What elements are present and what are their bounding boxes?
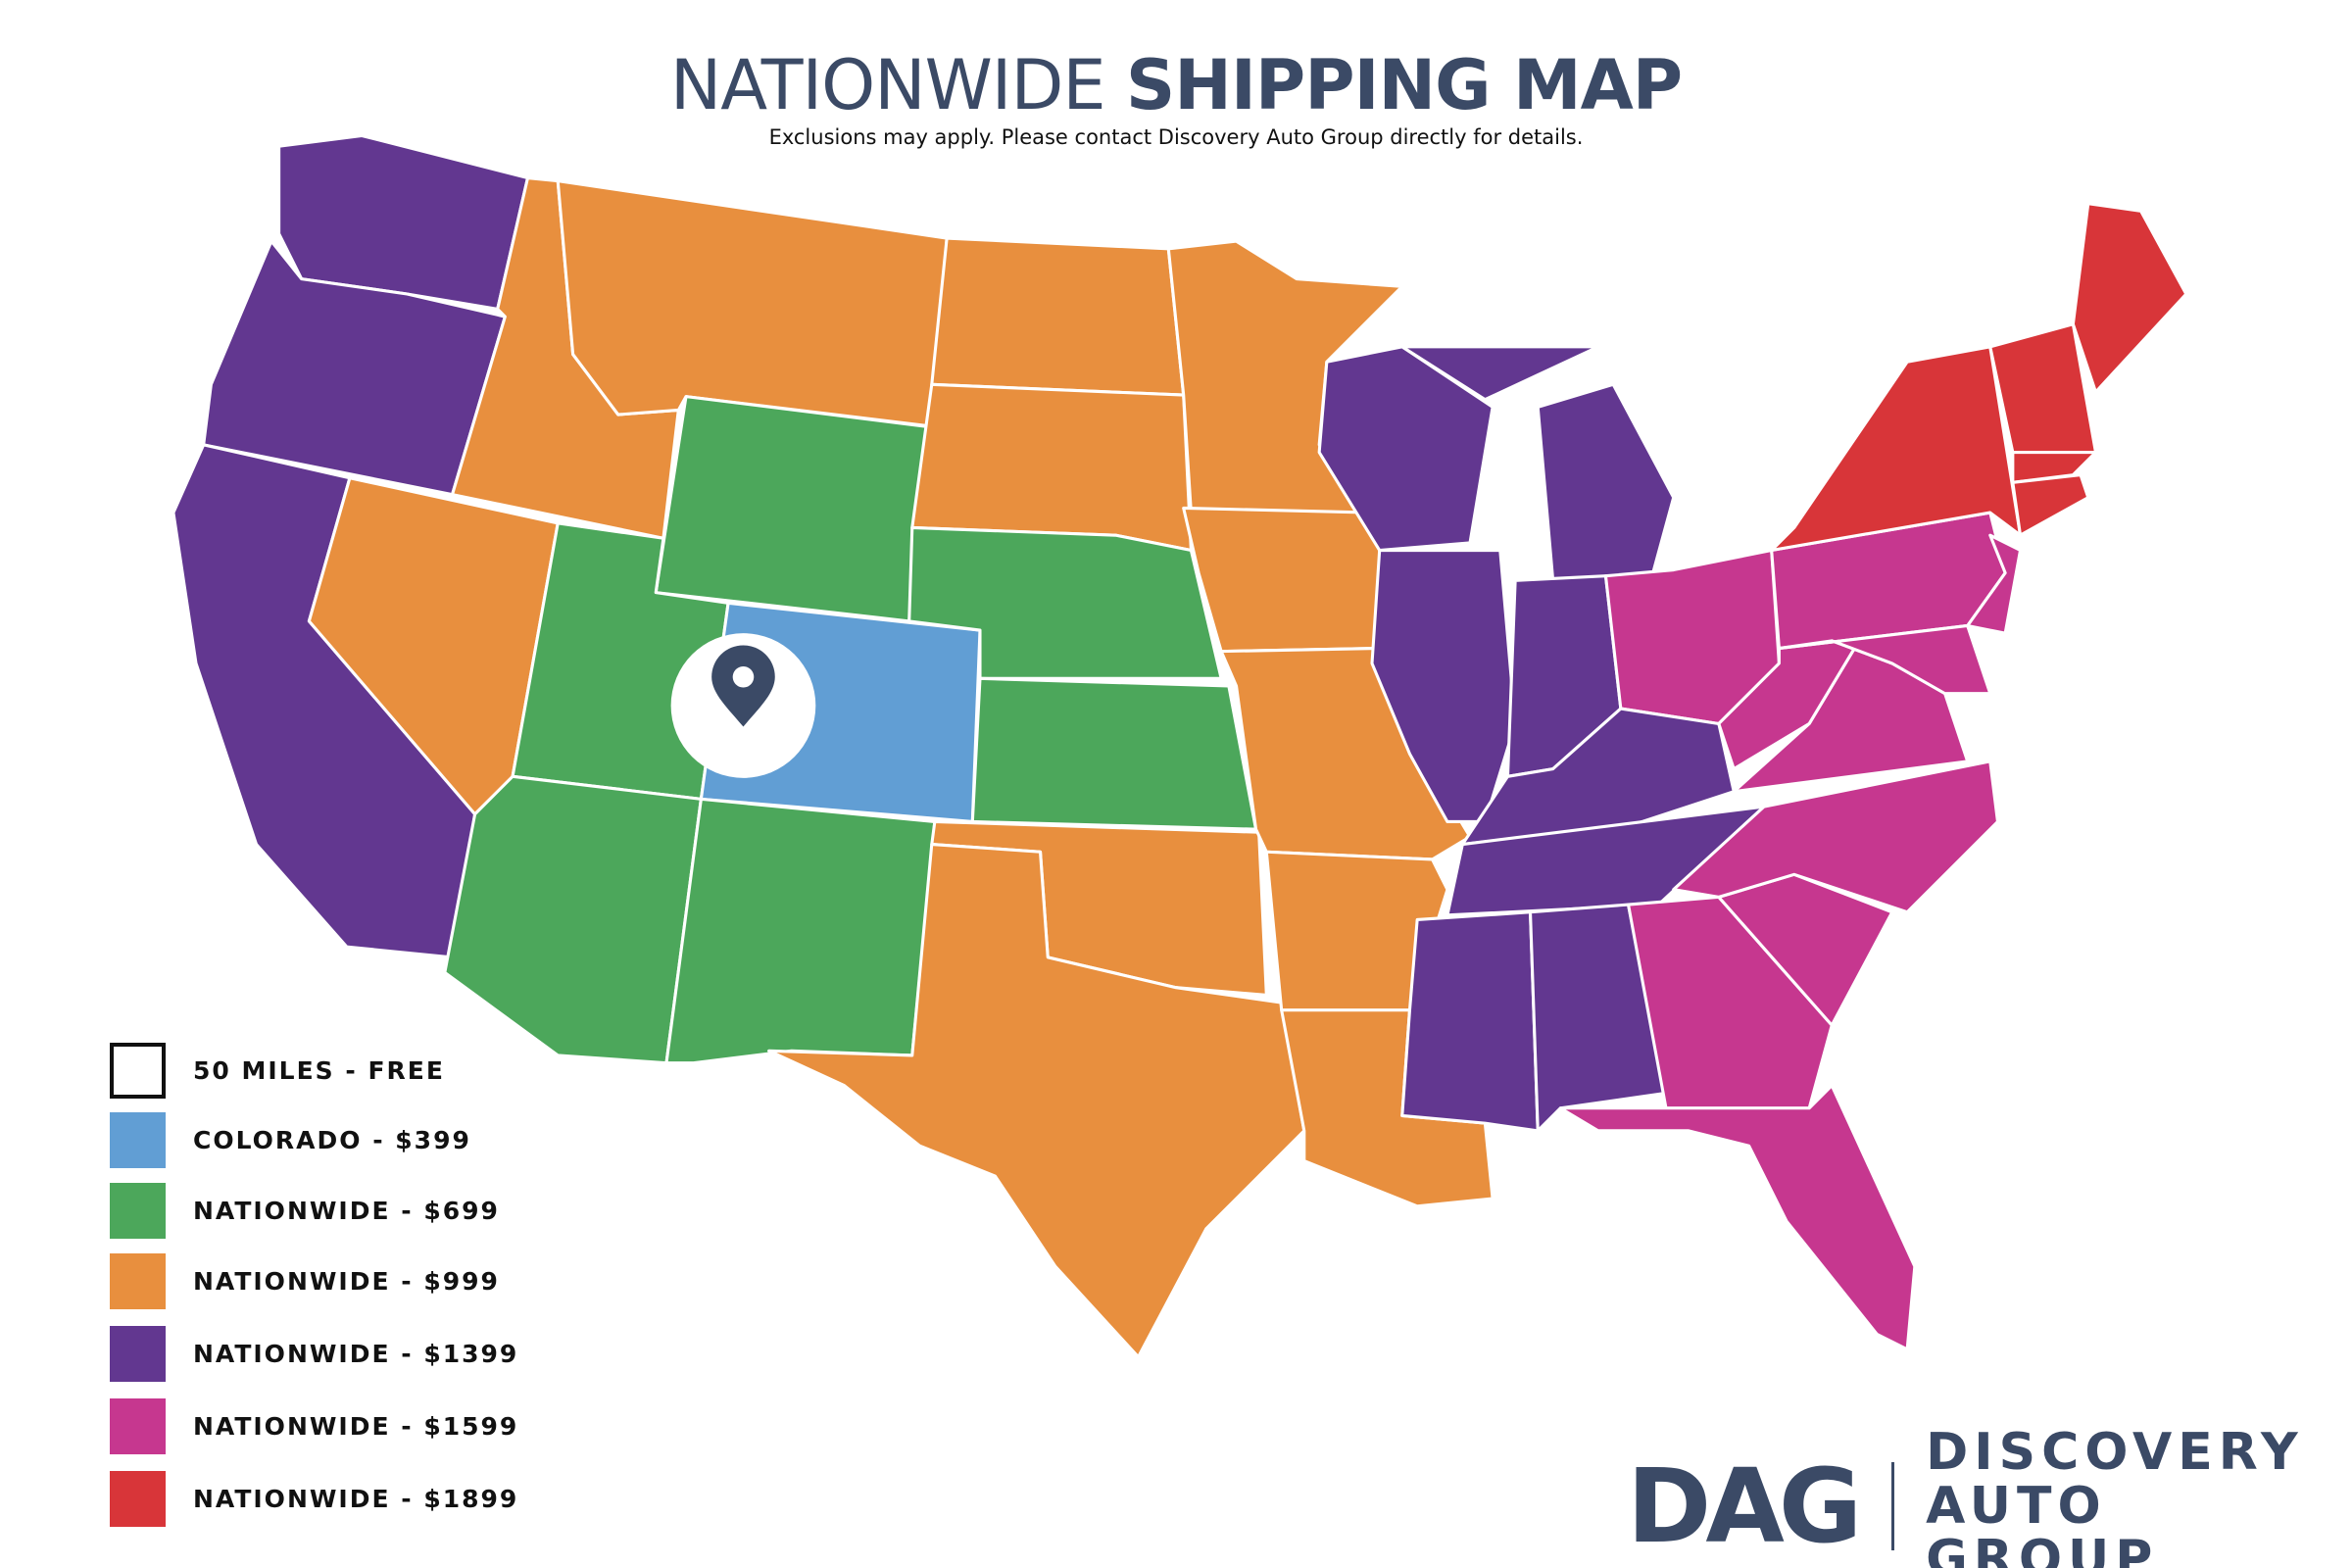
legend-item-free: 50 MILES - FREE	[110, 1042, 445, 1099]
state-region-md	[1777, 623, 1992, 696]
title-light: NATIONWIDE	[669, 45, 1106, 125]
state-region-mi_up	[1400, 345, 1600, 402]
legend-swatch	[110, 1252, 166, 1309]
legend-label: 50 MILES - FREE	[193, 1055, 445, 1085]
logo-mark: DAG	[1627, 1446, 1862, 1566]
state-region-me	[2071, 202, 2188, 394]
legend-swatch	[110, 1397, 166, 1454]
origin-marker	[670, 633, 816, 778]
state-region-nd	[930, 236, 1186, 397]
state-region-al	[1529, 903, 1668, 1133]
legend-label: COLORADO - $399	[193, 1125, 471, 1154]
state-region-az	[443, 774, 703, 1065]
logo-line1: DISCOVERY	[1926, 1423, 2304, 1482]
page-title: NATIONWIDE SHIPPING MAP	[0, 51, 2352, 120]
legend-item-colorado: COLORADO - $399	[110, 1111, 471, 1168]
state-region-nj	[1966, 533, 2023, 635]
logo-line2: AUTO GROUP	[1926, 1476, 2159, 1568]
legend-swatch	[110, 1111, 166, 1168]
state-region-ms	[1400, 910, 1540, 1133]
legend-label: NATIONWIDE - $1899	[193, 1484, 519, 1513]
state-region-nm	[664, 797, 937, 1065]
state-region-wa	[277, 133, 529, 311]
location-pin-icon	[711, 645, 775, 727]
subtitle: Exclusions may apply. Please contact Dis…	[768, 125, 1584, 149]
legend-label: NATIONWIDE - $699	[193, 1196, 500, 1225]
legend-item-1399: NATIONWIDE - $1399	[110, 1325, 518, 1382]
state-region-ctri	[2011, 473, 2090, 537]
legend-item-1899: NATIONWIDE - $1899	[110, 1470, 518, 1527]
logo-wordmark: DISCOVERY AUTO GROUP	[1926, 1426, 2352, 1568]
legend-label: NATIONWIDE - $1599	[193, 1411, 519, 1441]
legend-item-999: NATIONWIDE - $999	[110, 1252, 500, 1309]
legend-item-699: NATIONWIDE - $699	[110, 1182, 500, 1239]
state-region-mt	[556, 179, 949, 428]
company-logo: DAG DISCOVERY AUTO GROUP	[1627, 1426, 2352, 1568]
legend-swatch	[110, 1182, 166, 1239]
state-region-nc	[1672, 760, 1999, 914]
legend-swatch	[110, 1042, 166, 1099]
legend-swatch	[110, 1325, 166, 1382]
state-region-fl	[1558, 1084, 1917, 1351]
logo-divider	[1891, 1461, 1895, 1550]
legend-item-1599: NATIONWIDE - $1599	[110, 1397, 518, 1454]
state-region-tx	[767, 843, 1306, 1359]
legend-label: NATIONWIDE - $999	[193, 1266, 500, 1296]
title-bold: SHIPPING MAP	[1125, 45, 1683, 125]
state-region-wy	[654, 395, 929, 623]
state-region-ga	[1627, 895, 1834, 1110]
state-region-mi	[1536, 382, 1676, 582]
state-region-il	[1370, 549, 1517, 823]
state-region-ks	[970, 676, 1258, 831]
legend-swatch	[110, 1470, 166, 1527]
legend-label: NATIONWIDE - $1399	[193, 1339, 519, 1368]
state-region-ne	[907, 525, 1223, 680]
state-region-sd	[910, 382, 1193, 553]
